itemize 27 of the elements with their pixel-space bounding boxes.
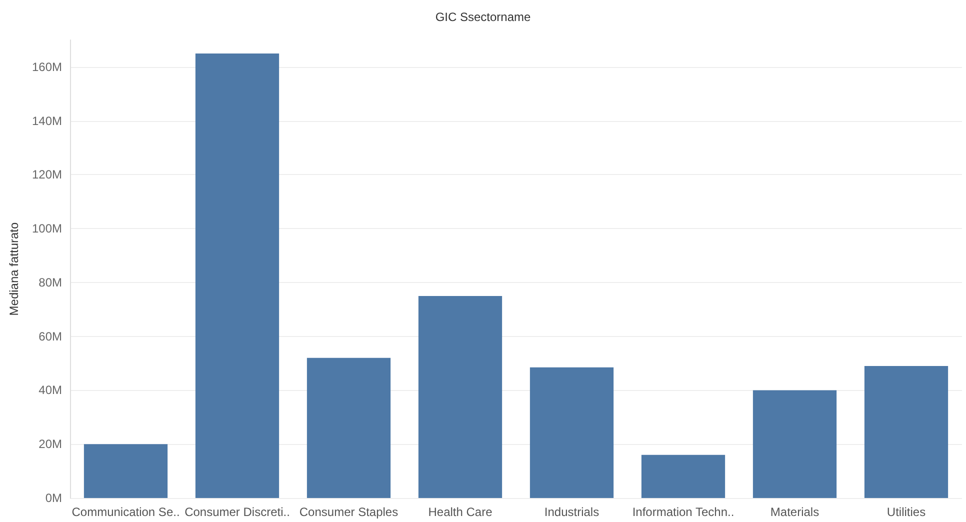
y-tick-label: 0M — [45, 491, 62, 505]
y-tick-label: 140M — [32, 114, 62, 128]
y-tick-label: 120M — [32, 168, 62, 182]
bar — [864, 366, 948, 498]
y-tick-label: 60M — [38, 329, 62, 344]
x-tick-label: Industrials — [544, 505, 600, 519]
y-tick-label: 160M — [32, 60, 62, 74]
bar — [418, 296, 502, 498]
y-tick-label: 20M — [38, 437, 62, 452]
x-tick-label: Materials — [770, 505, 820, 519]
y-tick-label: 40M — [38, 383, 62, 398]
x-tick-label: Health Care — [428, 505, 493, 519]
bar — [641, 454, 726, 498]
x-tick-label: Communication Se.. — [72, 505, 180, 519]
bar — [84, 444, 168, 498]
x-tick-label: Consumer Discreti.. — [184, 505, 290, 519]
y-tick-label: 100M — [32, 222, 62, 236]
bar — [306, 358, 391, 498]
x-tick-label: Information Techn.. — [632, 505, 734, 519]
x-tick-label: Utilities — [886, 505, 926, 519]
x-tick-label: Consumer Staples — [299, 505, 398, 519]
bar — [195, 53, 280, 498]
bar — [530, 367, 614, 498]
y-axis-title: Mediana fatturato — [7, 222, 21, 316]
y-tick-label: 80M — [38, 275, 62, 290]
bar — [752, 390, 837, 498]
chart-title: GIC Ssectorname — [435, 10, 532, 24]
